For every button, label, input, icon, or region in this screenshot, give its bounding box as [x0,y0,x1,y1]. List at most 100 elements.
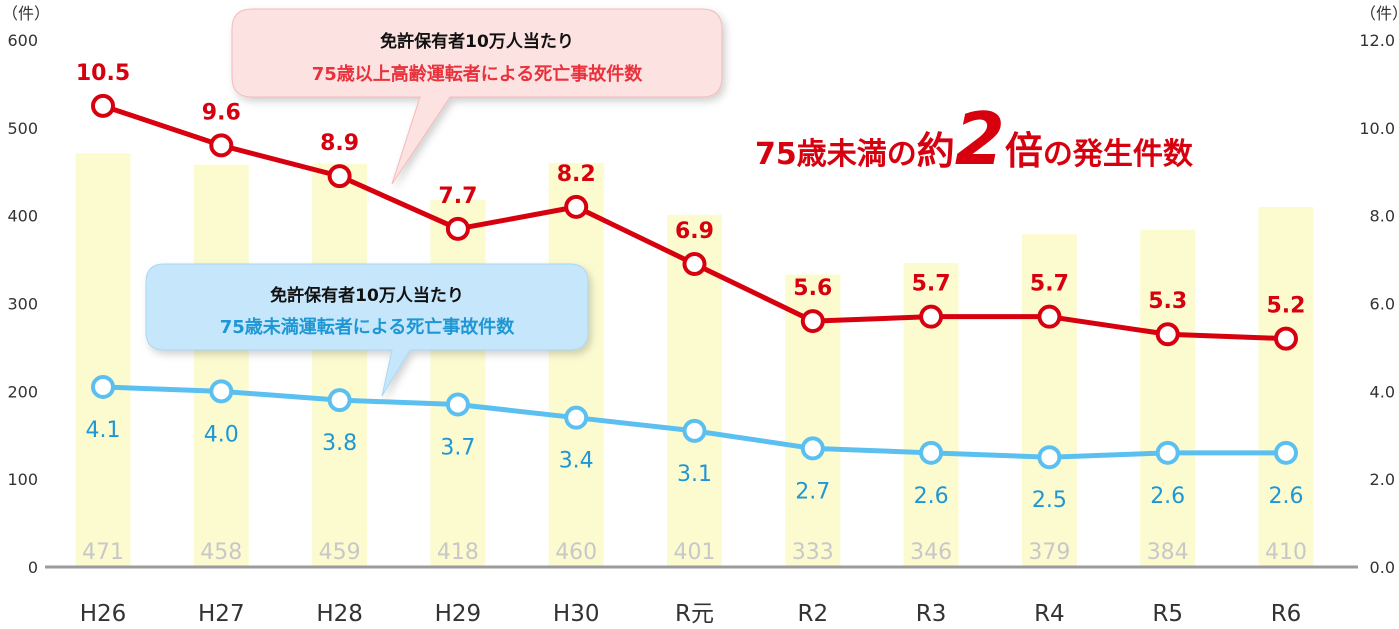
right-tick-0.0: 0.0 [1370,558,1395,577]
callout-young-line2: 75歳未満運転者による死亡事故件数 [220,316,516,338]
label-young-H28: 3.8 [322,431,357,456]
left-tick-600: 600 [7,31,38,50]
bar-label-R2: 333 [792,540,834,565]
label-young-R5: 2.6 [1150,484,1185,509]
bar-label-H26: 471 [82,540,124,565]
bar-R5 [1140,229,1196,567]
right-tick-10.0: 10.0 [1359,119,1395,138]
bar-label-R6: 410 [1265,540,1307,565]
bar-H28 [312,163,368,567]
bars-layer [75,153,1314,567]
left-axis-unit: （件） [2,4,50,23]
left-tick-200: 200 [7,382,38,401]
label-old-H28: 8.9 [320,131,359,156]
x-tick-R5: R5 [1152,601,1183,627]
bar-label-R5: 384 [1147,540,1189,565]
point-young-R6 [1274,440,1298,465]
callout-old [231,8,723,185]
point-young-H30 [564,405,589,430]
bar-label-R4: 379 [1028,540,1070,565]
point-old-H30 [564,194,589,219]
right-tick-4.0: 4.0 [1370,382,1395,401]
right-tick-2.0: 2.0 [1370,470,1395,489]
left-tick-0: 0 [28,558,38,577]
axes-layer: （件） 0 100 200 300 400 500 600 （件） 0.0 2.0 4.0 6.0 8.0… [2,4,1399,627]
bar-label-H27: 458 [200,540,242,565]
bar-label-H29: 418 [437,540,479,565]
right-tick-6.0: 6.0 [1370,295,1395,314]
point-young-R4 [1037,445,1062,470]
bar-label-H28: 459 [319,540,361,565]
left-tick-500: 500 [7,119,38,138]
bar-R6 [1258,206,1314,567]
label-old-H30: 8.2 [557,162,596,187]
right-axis-unit: （件） [1360,4,1399,23]
headline-part4: 倍 [1005,129,1043,173]
label-old-R4: 5.7 [1030,272,1069,297]
x-tick-R4: R4 [1034,601,1065,627]
right-tick-8.0: 8.0 [1370,207,1395,226]
point-young-R元 [682,418,707,443]
point-young-H27 [209,379,234,404]
label-young-R6: 2.6 [1269,484,1304,509]
x-tick-H26: H26 [80,601,127,627]
x-tick-H27: H27 [198,601,245,627]
left-tick-400: 400 [7,207,38,226]
callout-young [145,263,589,397]
callout-young-bubble [145,263,589,397]
label-old-R2: 5.6 [793,276,832,301]
label-old-R3: 5.7 [912,272,951,297]
left-tick-300: 300 [7,295,38,314]
right-tick-12.0: 12.0 [1359,31,1395,50]
point-old-R元 [682,251,707,276]
callout-young-line1: 免許保有者10万人当たり [270,285,464,306]
callout-old-bubble [231,8,723,185]
bar-label-R3: 346 [910,540,952,565]
label-old-R6: 5.2 [1267,294,1306,319]
left-tick-100: 100 [7,470,38,489]
point-old-H29 [445,216,470,241]
point-old-R2 [800,309,825,334]
bar-H29 [430,199,486,567]
label-young-H26: 4.1 [86,418,121,443]
point-young-R3 [919,440,944,465]
headline-part3: 2 [955,97,1005,181]
point-old-H28 [327,164,352,189]
headline-part1: 75歳未満の [755,137,917,172]
headline-part5: の発生件数 [1043,137,1194,172]
point-young-H29 [445,392,470,417]
label-old-H26: 10.5 [76,61,130,86]
label-old-R元: 6.9 [675,219,714,244]
point-old-H27 [209,133,234,158]
label-young-R元: 3.1 [677,462,712,487]
bar-label-R元: 401 [674,540,716,565]
bar-H26 [75,153,131,567]
point-young-H28 [327,388,352,413]
point-old-R5 [1155,322,1180,347]
callout-old-line1: 免許保有者10万人当たり [380,31,574,52]
headline: 75歳未満の約2倍の発生件数 [755,97,1194,181]
bar-R4 [1021,234,1077,567]
label-young-H29: 3.7 [440,436,475,461]
label-young-R3: 2.6 [914,484,949,509]
x-tick-R3: R3 [916,601,947,627]
label-old-H29: 7.7 [438,184,477,209]
labels-layer: 471 458 459 418 460 401 333 346 379 384 410 10.5 9.6… [76,61,1307,565]
point-old-H26 [91,93,115,118]
x-tick-H28: H28 [316,601,363,627]
bar-H30 [548,162,604,567]
x-tick-R元: R元 [675,601,714,627]
callout-old-line2: 75歳以上高齢運転者による死亡事故件数 [312,63,644,85]
headline-part2: 約 [917,129,955,173]
label-young-R2: 2.7 [795,479,830,504]
point-old-R4 [1037,304,1062,329]
point-old-R6 [1274,326,1298,351]
label-young-R4: 2.5 [1032,488,1067,513]
x-tick-H30: H30 [553,601,600,627]
label-old-R5: 5.3 [1148,289,1187,314]
x-tick-H29: H29 [435,601,482,627]
point-young-R5 [1155,440,1180,465]
x-tick-R6: R6 [1271,601,1302,627]
label-young-H30: 3.4 [559,449,594,474]
